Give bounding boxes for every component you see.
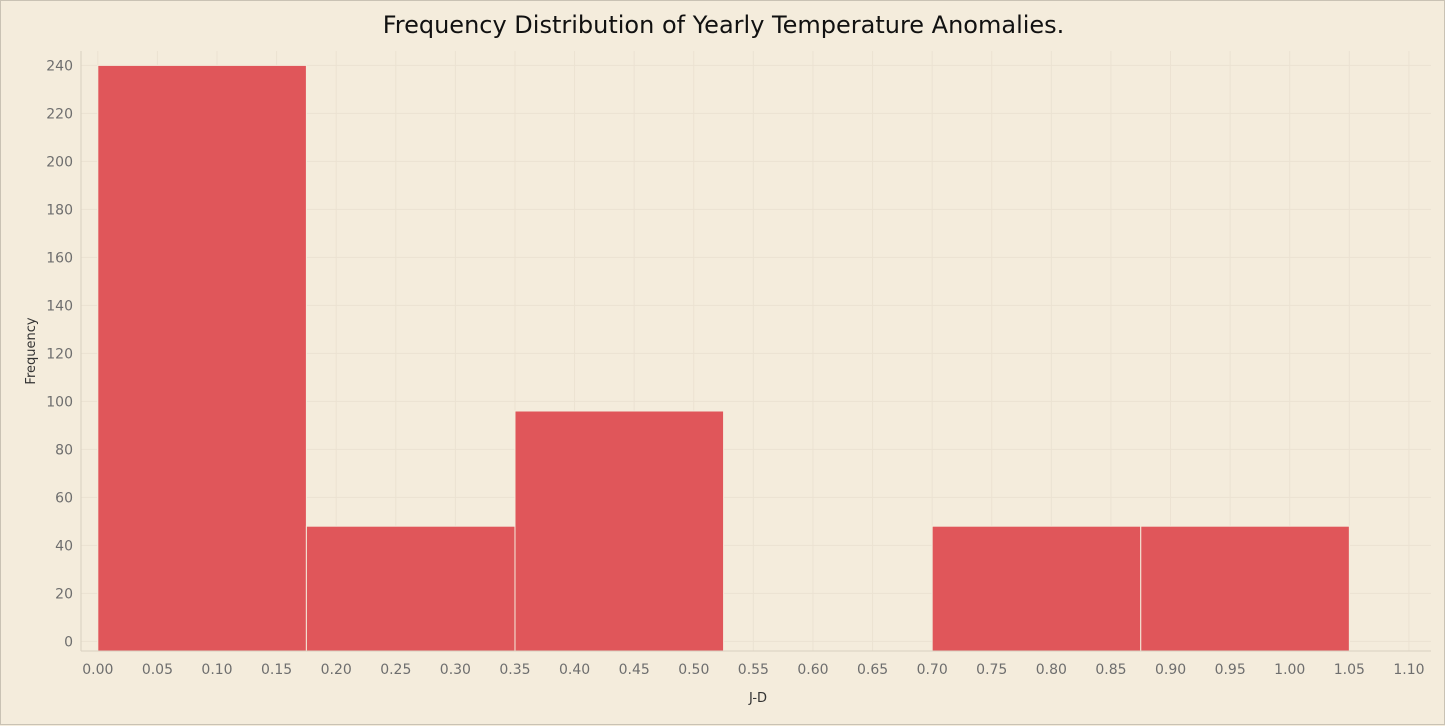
x-tick-label: 0.45 <box>619 662 650 678</box>
x-tick-label: 0.90 <box>1155 662 1186 678</box>
y-tick-label: 140 <box>46 298 73 314</box>
y-tick-label: 20 <box>55 586 73 602</box>
x-tick-label: 0.35 <box>499 662 530 678</box>
chart-title: Frequency Distribution of Yearly Tempera… <box>382 11 1065 39</box>
x-tick-label: 0.00 <box>82 662 113 678</box>
y-tick-label: 220 <box>46 106 73 122</box>
x-tick-label: 0.20 <box>321 662 352 678</box>
y-axis-label: Frequency <box>24 317 39 384</box>
y-tick-label: 200 <box>46 154 73 170</box>
y-tick-label: 60 <box>55 490 73 506</box>
y-tick-label: 120 <box>46 346 73 362</box>
x-tick-label: 0.40 <box>559 662 590 678</box>
x-tick-label: 1.05 <box>1334 662 1365 678</box>
y-tick-label: 240 <box>46 58 73 74</box>
histogram-bar <box>514 410 725 652</box>
y-tick-label: 100 <box>46 394 73 410</box>
histogram-bar <box>1140 525 1350 652</box>
histogram-bar <box>97 64 307 652</box>
y-tick-label: 0 <box>64 634 73 650</box>
y-tick-label: 160 <box>46 250 73 266</box>
x-tick-label: 1.00 <box>1274 662 1305 678</box>
x-axis-label: J-D <box>748 691 767 706</box>
histogram-bar <box>931 525 1142 652</box>
x-tick-label: 0.50 <box>678 662 709 678</box>
x-tick-label: 0.30 <box>440 662 471 678</box>
x-tick-label: 0.55 <box>738 662 769 678</box>
y-tick-label: 80 <box>55 442 73 458</box>
x-tick-label: 0.10 <box>201 662 232 678</box>
x-tick-label: 0.15 <box>261 662 292 678</box>
histogram-bar <box>305 525 516 652</box>
x-tick-label: 0.85 <box>1095 662 1126 678</box>
x-tick-label: 0.65 <box>857 662 888 678</box>
y-tick-label: 180 <box>46 202 73 218</box>
x-tick-label: 0.60 <box>797 662 828 678</box>
x-tick-label: 0.05 <box>142 662 173 678</box>
axis-layer <box>80 51 1431 652</box>
tick-layer: 0 20 40 60 80 100 120 140 160 180 200 220 240 0.00 0.0… <box>46 58 1424 678</box>
x-tick-label: 1.10 <box>1393 662 1424 678</box>
x-tick-label: 0.80 <box>1036 662 1067 678</box>
bar-layer <box>97 64 1350 652</box>
x-tick-label: 0.25 <box>380 662 411 678</box>
x-tick-label: 0.75 <box>976 662 1007 678</box>
y-tick-label: 40 <box>55 538 73 554</box>
x-tick-label: 0.70 <box>917 662 948 678</box>
x-tick-label: 0.95 <box>1215 662 1246 678</box>
